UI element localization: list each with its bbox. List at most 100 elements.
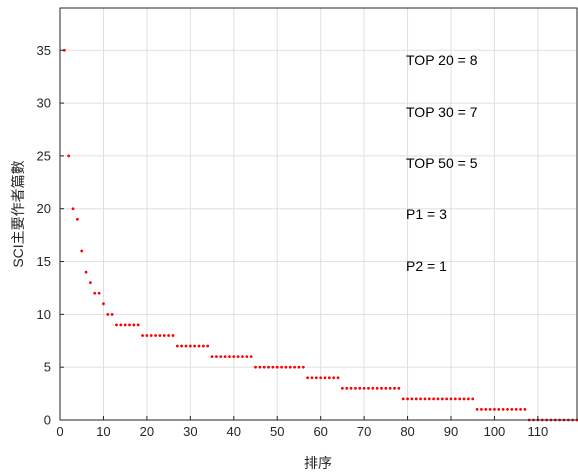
data-point bbox=[354, 386, 357, 390]
data-point bbox=[445, 397, 449, 401]
data-point bbox=[453, 397, 457, 401]
data-point bbox=[401, 397, 405, 401]
annotation-p2: P2 = 1 bbox=[406, 258, 447, 274]
data-point bbox=[419, 397, 422, 401]
data-point bbox=[119, 323, 123, 327]
data-point bbox=[297, 365, 301, 369]
data-point bbox=[314, 376, 318, 380]
y-tick-label: 10 bbox=[37, 307, 51, 322]
data-point bbox=[71, 207, 75, 211]
data-point bbox=[232, 355, 236, 359]
plot-frame bbox=[59, 7, 578, 421]
data-point bbox=[141, 334, 144, 337]
data-point bbox=[510, 408, 514, 411]
data-point bbox=[449, 397, 453, 401]
data-point bbox=[145, 334, 149, 337]
data-point bbox=[162, 334, 166, 337]
data-point bbox=[167, 334, 171, 337]
data-point bbox=[267, 365, 270, 369]
data-point bbox=[488, 408, 492, 411]
data-point bbox=[293, 365, 297, 369]
data-point bbox=[201, 344, 205, 348]
data-point bbox=[440, 397, 444, 401]
data-point bbox=[423, 397, 427, 401]
data-point bbox=[323, 376, 327, 380]
data-point bbox=[149, 334, 153, 337]
y-tick-label: 15 bbox=[37, 254, 51, 269]
data-point bbox=[480, 408, 483, 411]
data-point bbox=[193, 344, 197, 348]
data-point bbox=[345, 386, 349, 390]
data-point bbox=[514, 408, 518, 411]
data-point bbox=[466, 397, 470, 401]
data-point bbox=[223, 355, 227, 359]
data-point bbox=[458, 397, 462, 401]
annotation-top20: TOP 20 = 8 bbox=[406, 52, 478, 68]
data-points bbox=[62, 48, 578, 422]
data-point bbox=[519, 408, 522, 411]
data-point bbox=[154, 334, 157, 337]
data-point bbox=[158, 334, 162, 337]
data-point bbox=[523, 408, 527, 411]
data-point bbox=[506, 408, 509, 411]
data-point bbox=[427, 397, 431, 401]
data-point bbox=[497, 408, 501, 411]
data-point bbox=[241, 355, 244, 359]
data-point bbox=[397, 386, 401, 390]
data-point bbox=[62, 48, 66, 52]
data-point bbox=[349, 386, 353, 390]
data-point bbox=[310, 376, 314, 380]
data-point bbox=[228, 355, 231, 359]
data-point bbox=[136, 323, 140, 327]
annotations: TOP 20 = 8 TOP 30 = 7 TOP 50 = 5 P1 = 3 … bbox=[406, 52, 478, 274]
data-point bbox=[123, 323, 127, 327]
data-point bbox=[215, 355, 218, 359]
data-point bbox=[245, 355, 249, 359]
data-point bbox=[236, 355, 240, 359]
data-point bbox=[258, 365, 262, 369]
data-point bbox=[432, 397, 436, 401]
x-tick-label: 50 bbox=[270, 424, 284, 439]
data-point bbox=[275, 365, 279, 369]
data-point bbox=[319, 376, 323, 380]
data-point bbox=[84, 270, 88, 274]
data-point bbox=[475, 408, 479, 411]
data-point bbox=[102, 302, 105, 306]
data-point bbox=[384, 386, 388, 390]
data-point bbox=[501, 408, 505, 411]
data-point bbox=[188, 344, 192, 348]
data-point bbox=[484, 408, 488, 411]
data-point bbox=[175, 344, 179, 348]
data-point bbox=[332, 376, 336, 380]
data-point bbox=[80, 249, 84, 253]
data-point bbox=[210, 355, 214, 359]
data-point bbox=[393, 386, 396, 390]
data-point bbox=[288, 365, 292, 369]
data-point bbox=[371, 386, 375, 390]
x-tick-label: 60 bbox=[313, 424, 327, 439]
data-point bbox=[197, 344, 201, 348]
x-tick-label: 20 bbox=[140, 424, 154, 439]
data-point bbox=[249, 355, 253, 359]
data-point bbox=[254, 365, 257, 369]
annotation-p1: P1 = 3 bbox=[406, 206, 447, 222]
x-tick-label: 80 bbox=[400, 424, 414, 439]
data-point bbox=[406, 397, 409, 401]
data-point bbox=[110, 312, 114, 316]
data-point bbox=[340, 386, 344, 390]
axis-ticks: 0 10 20 30 40 50 60 70 80 90 100 110 0 5 10 15 20 25 30 35 bbox=[37, 43, 549, 439]
data-point bbox=[115, 323, 118, 327]
x-tick-label: 100 bbox=[484, 424, 506, 439]
x-axis-title: 排序 bbox=[304, 455, 332, 471]
data-point bbox=[380, 386, 383, 390]
data-point bbox=[436, 397, 440, 401]
y-tick-label: 25 bbox=[37, 148, 51, 163]
data-point bbox=[128, 323, 131, 327]
y-tick-label: 5 bbox=[44, 360, 51, 375]
data-point bbox=[358, 386, 362, 390]
x-tick-label: 90 bbox=[444, 424, 458, 439]
annotation-top50: TOP 50 = 5 bbox=[406, 155, 478, 171]
data-point bbox=[306, 376, 310, 380]
x-tick-label: 0 bbox=[56, 424, 63, 439]
data-point bbox=[280, 365, 283, 369]
